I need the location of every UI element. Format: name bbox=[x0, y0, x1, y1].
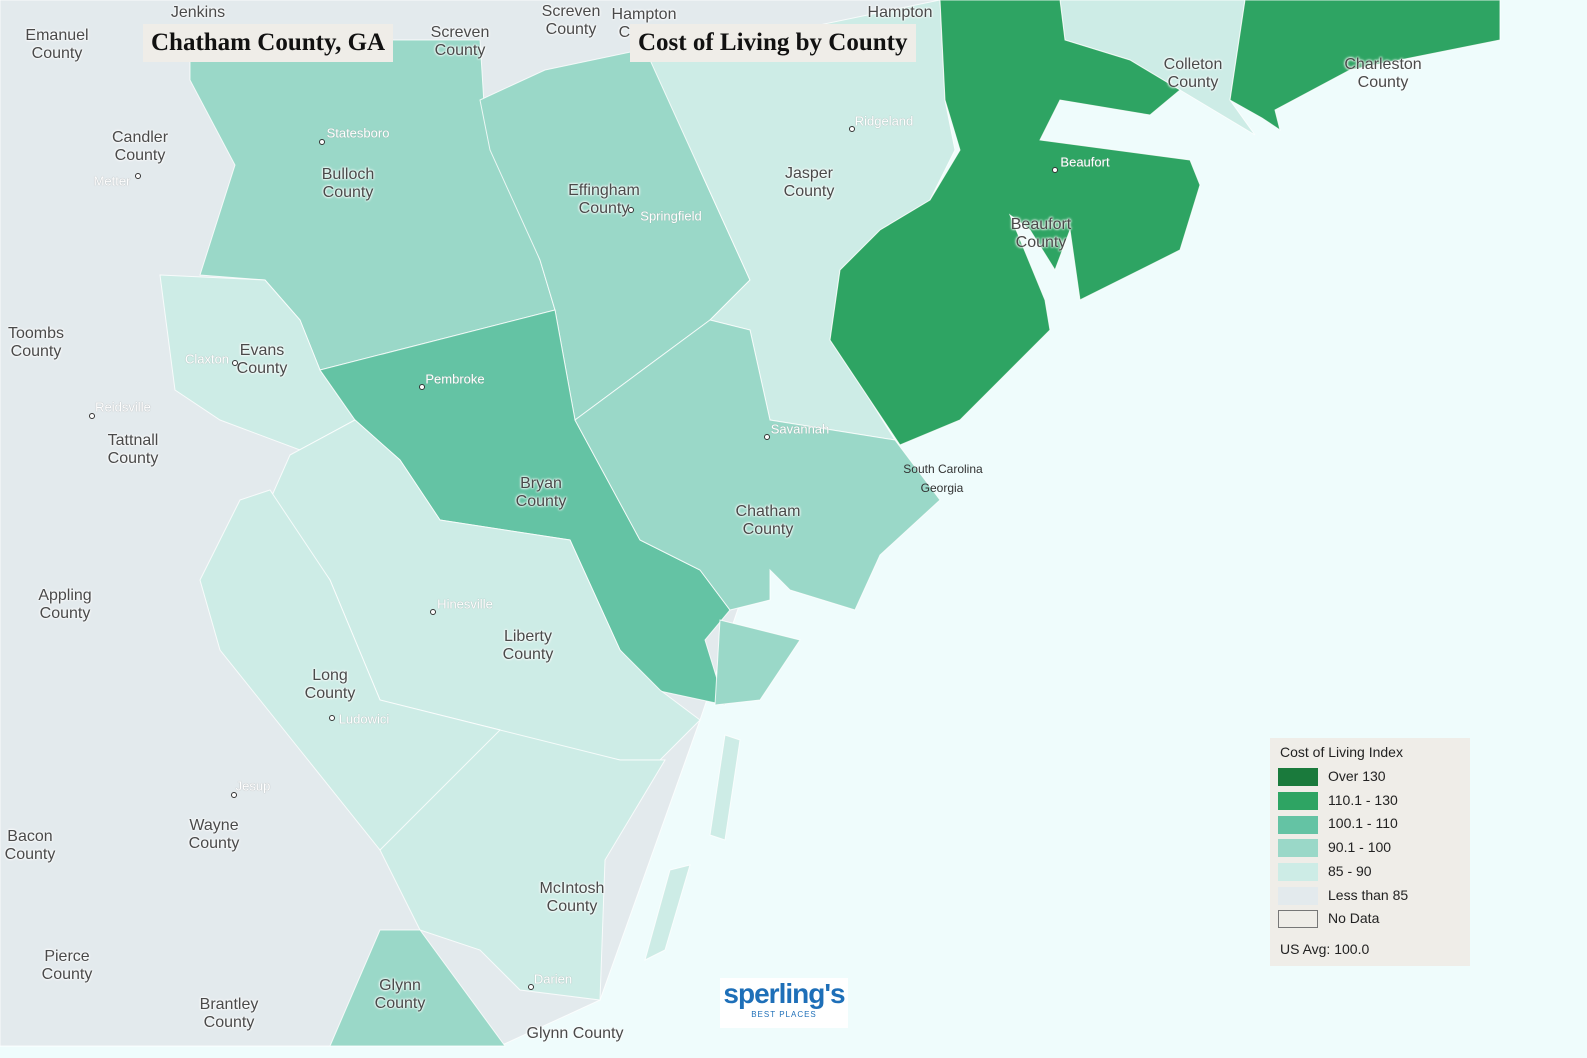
logo-tagline: BEST PLACES bbox=[751, 1010, 817, 1019]
county-label: Screven County bbox=[541, 3, 601, 38]
legend-item: Less than 85 bbox=[1278, 885, 1408, 905]
legend-item: 90.1 - 100 bbox=[1278, 837, 1392, 858]
city-label: Darien bbox=[533, 971, 573, 987]
legend: Cost of Living Index US Avg: 100.0 Over … bbox=[1270, 738, 1470, 966]
county-shape bbox=[829, 0, 1201, 446]
legend-swatch bbox=[1278, 910, 1318, 929]
legend-label: 90.1 - 100 bbox=[1328, 839, 1392, 856]
city-label: Jesup bbox=[235, 778, 271, 794]
city-label: Claxton bbox=[184, 351, 230, 367]
island bbox=[709, 734, 741, 841]
legend-label: No Data bbox=[1328, 910, 1380, 927]
county-label: Glynn County bbox=[526, 1025, 624, 1042]
city-label: Springfield bbox=[640, 208, 702, 224]
state-label: Georgia bbox=[920, 481, 964, 495]
legend-label: 85 - 90 bbox=[1328, 862, 1372, 879]
county-label: Chatham County bbox=[735, 503, 801, 538]
city-dot bbox=[628, 207, 634, 213]
legend-item: 85 - 90 bbox=[1278, 861, 1372, 882]
county-label: McIntosh County bbox=[539, 880, 605, 915]
city-dot bbox=[232, 360, 238, 366]
city-dot bbox=[764, 434, 770, 440]
county-label: Toombs County bbox=[7, 325, 65, 360]
city-label: Statesboro bbox=[326, 125, 390, 141]
county-shape bbox=[714, 619, 801, 706]
legend-swatch bbox=[1278, 768, 1318, 787]
city-label: Savannah bbox=[770, 421, 830, 437]
city-label: Hinesville bbox=[437, 596, 493, 612]
legend-note: US Avg: 100.0 bbox=[1280, 941, 1370, 957]
city-dot bbox=[528, 984, 534, 990]
county-label: Jasper County bbox=[783, 165, 835, 200]
legend-swatch bbox=[1278, 886, 1318, 905]
city-label: Ridgeland bbox=[854, 113, 914, 129]
county-label: Colleton County bbox=[1163, 56, 1223, 91]
city-dot bbox=[319, 139, 325, 145]
legend-swatch bbox=[1278, 839, 1318, 858]
city-dot bbox=[329, 715, 335, 721]
legend-label: 110.1 - 130 bbox=[1328, 791, 1398, 808]
city-dot bbox=[849, 126, 855, 132]
county-label: Evans County bbox=[236, 342, 288, 377]
logo-name: sperling's bbox=[723, 978, 845, 1009]
state-label: South Carolina bbox=[903, 462, 983, 476]
legend-label: Over 130 bbox=[1328, 768, 1386, 784]
legend-item: 110.1 - 130 bbox=[1278, 790, 1398, 810]
legend-item: Over 130 bbox=[1278, 766, 1386, 787]
city-label: Pembroke bbox=[425, 371, 485, 387]
legend-label: Less than 85 bbox=[1328, 886, 1409, 903]
county-label: Liberty County bbox=[502, 628, 554, 663]
city-label: Reidsville bbox=[95, 399, 151, 415]
island bbox=[644, 864, 691, 961]
county-shape bbox=[329, 929, 506, 1047]
county-label: Effingham County bbox=[568, 182, 640, 217]
city-dot bbox=[135, 173, 141, 179]
legend-title: Cost of Living Index bbox=[1280, 744, 1403, 760]
county-label: Charleston County bbox=[1344, 56, 1422, 91]
legend-swatch bbox=[1278, 791, 1318, 810]
county-label: Bacon County bbox=[4, 828, 56, 863]
county-label: Wayne County bbox=[188, 817, 240, 852]
city-dot bbox=[1052, 167, 1058, 173]
county-label: Candler County bbox=[111, 129, 169, 164]
city-label: Metter bbox=[93, 173, 131, 189]
map-title: Cost of Living by County bbox=[630, 24, 916, 62]
legend-swatch bbox=[1278, 815, 1318, 834]
county-label: Emanuel County bbox=[25, 27, 89, 62]
city-label: Beaufort bbox=[1060, 154, 1110, 170]
county-shape bbox=[574, 319, 941, 611]
legend-swatch bbox=[1278, 863, 1318, 882]
legend-label: 100.1 - 110 bbox=[1328, 815, 1398, 832]
county-label: Beaufort County bbox=[1010, 216, 1072, 251]
county-shape bbox=[1229, 0, 1501, 132]
county-label: Appling County bbox=[38, 587, 92, 622]
city-dot bbox=[231, 792, 237, 798]
legend-item: No Data bbox=[1278, 908, 1380, 929]
county-shape bbox=[379, 729, 666, 1001]
city-label: Ludowici bbox=[338, 711, 390, 727]
county-label: Jenkins bbox=[170, 4, 226, 21]
county-label: Glynn County bbox=[374, 977, 426, 1012]
county-label: Brantley County bbox=[199, 996, 259, 1031]
city-dot bbox=[430, 609, 436, 615]
county-label: Bryan County bbox=[515, 475, 567, 510]
city-dot bbox=[89, 413, 95, 419]
county-label: Tattnall County bbox=[107, 432, 159, 467]
county-label: Pierce County bbox=[41, 948, 93, 983]
legend-item: 100.1 - 110 bbox=[1278, 813, 1398, 834]
city-dot bbox=[419, 384, 425, 390]
county-label: Hampton bbox=[867, 4, 933, 21]
location-title: Chatham County, GA bbox=[143, 24, 394, 62]
county-label: Bulloch County bbox=[321, 166, 375, 201]
logo: sperling's BEST PLACES bbox=[720, 978, 848, 1028]
county-label: Long County bbox=[304, 667, 356, 702]
county-label: Screven County bbox=[430, 24, 490, 59]
